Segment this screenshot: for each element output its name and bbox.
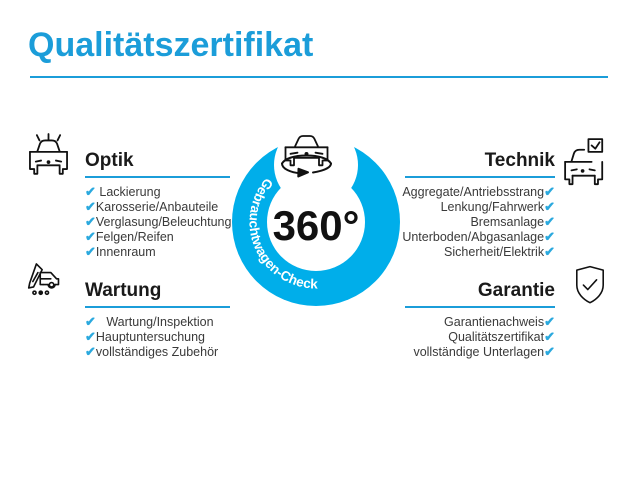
svg-text:360°: 360°	[273, 202, 360, 249]
